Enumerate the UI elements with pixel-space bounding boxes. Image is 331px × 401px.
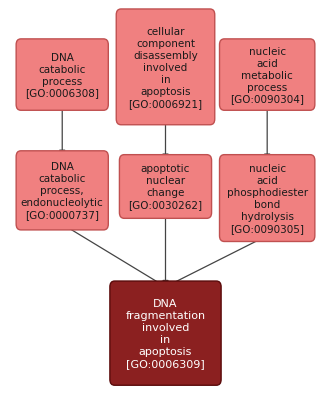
Text: nucleic
acid
phosphodiester
bond
hydrolysis
[GO:0090305]: nucleic acid phosphodiester bond hydroly… <box>227 164 308 233</box>
FancyBboxPatch shape <box>16 152 108 230</box>
FancyBboxPatch shape <box>219 40 315 111</box>
Text: DNA
catabolic
process
[GO:0006308]: DNA catabolic process [GO:0006308] <box>25 53 99 98</box>
FancyBboxPatch shape <box>110 282 221 385</box>
FancyBboxPatch shape <box>16 40 108 111</box>
FancyBboxPatch shape <box>116 10 215 126</box>
Text: nucleic
acid
metabolic
process
[GO:0090304]: nucleic acid metabolic process [GO:00903… <box>230 47 304 104</box>
FancyBboxPatch shape <box>119 155 212 219</box>
Text: cellular
component
disassembly
involved
in
apoptosis
[GO:0006921]: cellular component disassembly involved … <box>128 27 203 109</box>
Text: DNA
catabolic
process,
endonucleolytic
[GO:0000737]: DNA catabolic process, endonucleolytic [… <box>21 162 104 220</box>
FancyBboxPatch shape <box>219 155 315 242</box>
Text: DNA
fragmentation
involved
in
apoptosis
[GO:0006309]: DNA fragmentation involved in apoptosis … <box>125 298 206 368</box>
Text: apoptotic
nuclear
change
[GO:0030262]: apoptotic nuclear change [GO:0030262] <box>128 164 203 210</box>
